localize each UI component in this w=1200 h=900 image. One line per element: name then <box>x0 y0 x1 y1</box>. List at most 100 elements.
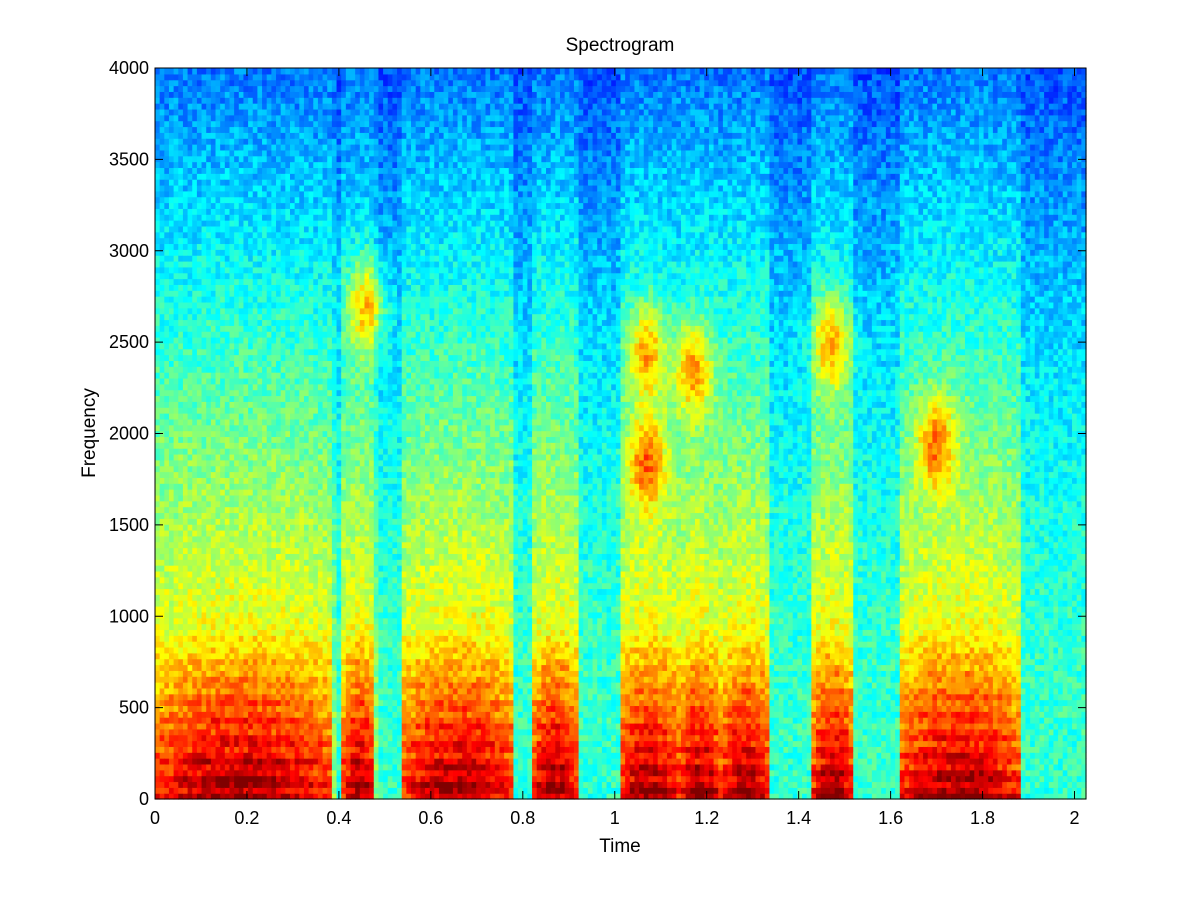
heatmap-cell <box>257 155 263 163</box>
heatmap-cell <box>187 500 193 508</box>
heatmap-cell <box>229 179 235 186</box>
heatmap-cell <box>331 260 338 268</box>
heatmap-cell <box>206 430 212 438</box>
heatmap-cell <box>262 114 268 122</box>
heatmap-cell <box>187 506 193 514</box>
heatmap-cell <box>285 728 291 736</box>
heatmap-cell <box>317 541 324 549</box>
heatmap-cell <box>294 781 300 788</box>
heatmap-cell <box>173 553 179 560</box>
heatmap-cell <box>229 705 235 712</box>
heatmap-cell <box>266 337 272 344</box>
heatmap-cell <box>196 606 203 613</box>
heatmap-cell <box>290 629 296 636</box>
heatmap-cell <box>182 325 189 332</box>
heatmap-cell <box>229 237 235 245</box>
heatmap-cell <box>266 126 272 133</box>
heatmap-cell <box>322 787 328 794</box>
heatmap-cell <box>220 617 226 625</box>
heatmap-cell <box>327 652 333 660</box>
heatmap-cell <box>238 606 245 613</box>
heatmap-cell <box>215 600 221 607</box>
heatmap-cell <box>313 752 319 759</box>
heatmap-cell <box>313 190 319 198</box>
heatmap-cell <box>215 149 221 157</box>
heatmap-cell <box>173 354 179 361</box>
heatmap-cell <box>308 670 314 677</box>
heatmap-cell <box>201 541 207 549</box>
heatmap-cell <box>168 453 175 461</box>
heatmap-cell <box>266 424 272 432</box>
heatmap-cell <box>173 740 179 747</box>
heatmap-cell <box>159 68 165 75</box>
heatmap-cell <box>187 436 193 443</box>
heatmap-cell <box>164 448 170 455</box>
heatmap-cell <box>294 360 300 367</box>
heatmap-cell <box>299 360 305 367</box>
heatmap-cell <box>215 676 221 683</box>
heatmap-cell <box>271 442 277 449</box>
heatmap-cell <box>243 746 249 753</box>
heatmap-cell <box>173 68 179 75</box>
heatmap-cell <box>262 325 268 332</box>
heatmap-cell <box>159 132 165 139</box>
heatmap-cell <box>234 448 240 455</box>
heatmap-cell <box>178 366 184 373</box>
heatmap-cell <box>215 500 221 508</box>
heatmap-cell <box>271 342 277 350</box>
heatmap-cell <box>192 138 198 145</box>
heatmap-cell <box>285 68 291 75</box>
heatmap-cell <box>224 196 231 204</box>
heatmap-cell <box>196 717 203 724</box>
heatmap-cell <box>215 489 221 496</box>
heatmap-cell <box>234 360 240 367</box>
heatmap-cell <box>322 635 328 642</box>
heatmap-cell <box>285 676 291 683</box>
heatmap-cell <box>322 483 328 490</box>
heatmap-cell <box>313 494 319 502</box>
heatmap-cell <box>336 500 342 508</box>
heatmap-cell <box>187 196 193 204</box>
heatmap-cell <box>187 108 193 116</box>
heatmap-cell <box>327 255 333 262</box>
heatmap-cell <box>168 781 175 788</box>
heatmap-cell <box>215 173 221 180</box>
heatmap-cell <box>303 266 310 274</box>
heatmap-cell <box>280 576 286 584</box>
heatmap-cell <box>168 763 175 771</box>
heatmap-cell <box>266 529 272 537</box>
heatmap-cell <box>248 155 254 163</box>
heatmap-cell <box>248 635 254 642</box>
heatmap-cell <box>266 769 272 777</box>
heatmap-cell <box>229 600 235 607</box>
heatmap-cell <box>206 395 212 402</box>
heatmap-cell <box>252 547 258 554</box>
heatmap-cell <box>313 401 319 408</box>
heatmap-cell <box>285 617 291 625</box>
heatmap-cell <box>173 600 179 607</box>
heatmap-cell <box>285 535 291 543</box>
heatmap-cell <box>308 354 314 361</box>
heatmap-cell <box>164 687 170 695</box>
heatmap-cell <box>220 547 226 554</box>
heatmap-cell <box>276 781 282 788</box>
heatmap-cell <box>257 459 263 467</box>
heatmap-cell <box>206 225 212 233</box>
heatmap-cell <box>276 518 282 525</box>
heatmap-cell <box>294 73 300 81</box>
heatmap-cell <box>155 383 161 391</box>
heatmap-cell <box>331 752 338 759</box>
heatmap-cell <box>168 787 175 794</box>
heatmap-cell <box>280 430 286 438</box>
heatmap-cell <box>262 453 268 461</box>
heatmap-cell <box>192 243 198 250</box>
heatmap-cell <box>210 161 217 169</box>
heatmap-cell <box>187 722 193 730</box>
heatmap-cell <box>303 155 310 163</box>
heatmap-cell <box>238 249 245 256</box>
heatmap-cell <box>262 395 268 402</box>
heatmap-cell <box>192 354 198 361</box>
heatmap-cell <box>238 132 245 139</box>
heatmap-cell <box>192 687 198 695</box>
heatmap-cell <box>229 144 235 151</box>
